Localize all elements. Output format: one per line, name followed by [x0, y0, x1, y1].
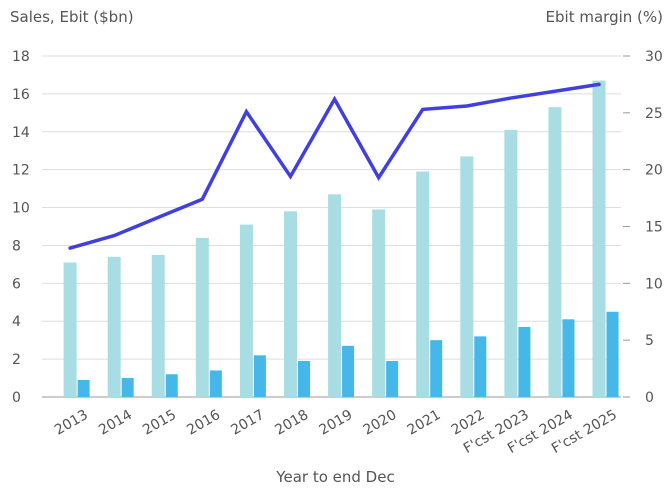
- sales-bar: [239, 224, 253, 397]
- x-axis-label: Year to end Dec: [276, 468, 395, 486]
- x-tick-label: 2018: [272, 407, 311, 439]
- y-tick-label-left: 14: [12, 125, 30, 141]
- ebit-bar: [342, 345, 355, 397]
- sales-bar: [151, 254, 165, 397]
- x-tick-label: 2013: [52, 407, 91, 439]
- sales-bar: [460, 156, 474, 397]
- y-tick-label-right: 20: [645, 163, 663, 179]
- ebit-bar: [165, 374, 178, 397]
- sales-bar: [504, 129, 518, 397]
- y-tick-label-right: 0: [645, 390, 654, 406]
- ebit-bar: [474, 336, 487, 397]
- sales-bar: [548, 107, 562, 398]
- x-tick-label: 2019: [316, 407, 355, 439]
- x-tick-label: 2021: [405, 407, 444, 439]
- y-tick-label-left: 6: [12, 276, 21, 292]
- ebit-bar: [386, 361, 399, 397]
- y-tick-label-left: 18: [12, 49, 30, 65]
- y-tick-label-right: 30: [645, 49, 663, 65]
- ebit-bar: [253, 355, 266, 397]
- sales-bar: [107, 256, 121, 397]
- y-tick-label-right: 15: [645, 220, 663, 236]
- y-tick-label-right: 25: [645, 106, 663, 122]
- ebit-bar: [430, 340, 443, 397]
- ebit-bar: [606, 311, 619, 397]
- y-tick-label-right: 10: [645, 276, 663, 292]
- y-tick-label-left: 16: [12, 87, 30, 103]
- x-tick-label: 2017: [228, 407, 267, 439]
- sales-bar: [195, 237, 209, 397]
- y-axis-label-right: Ebit margin (%): [545, 8, 663, 26]
- y-tick-label-left: 12: [12, 163, 30, 179]
- ebit-bar: [562, 319, 575, 397]
- sales-bar: [283, 211, 297, 397]
- ebit-bar: [297, 361, 310, 397]
- y-tick-label-right: 5: [645, 333, 654, 349]
- y-axis-label-left: Sales, Ebit ($bn): [10, 8, 134, 26]
- x-tick-label: 2016: [184, 407, 223, 439]
- x-tick-label: 2020: [361, 407, 400, 439]
- y-tick-label-left: 8: [12, 238, 21, 254]
- x-tick-label: 2015: [140, 407, 179, 439]
- ebit-bar: [209, 370, 222, 397]
- ebit-bar: [77, 379, 90, 397]
- sales-bar: [63, 262, 77, 397]
- x-tick-label: 2014: [96, 407, 135, 439]
- sales-bar: [372, 209, 386, 397]
- ebit-bar: [518, 326, 531, 397]
- sales-bar: [328, 194, 342, 397]
- ebit-bar: [121, 378, 134, 397]
- sales-bar: [592, 80, 606, 397]
- y-tick-label-left: 2: [12, 352, 21, 368]
- y-tick-label-left: 0: [12, 390, 21, 406]
- y-tick-label-left: 4: [12, 314, 21, 330]
- ebit-margin-line: [68, 82, 601, 250]
- y-tick-label-left: 10: [12, 201, 30, 217]
- sales-bar: [416, 171, 430, 397]
